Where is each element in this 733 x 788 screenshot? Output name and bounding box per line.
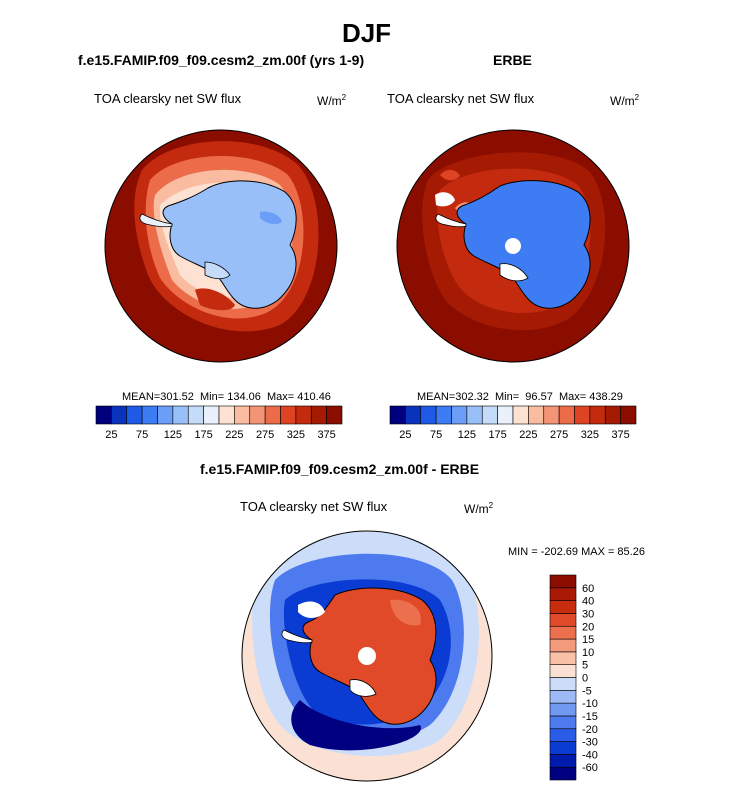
- colorbar-model: 25 75 125 175 225 275 325 375: [95, 405, 343, 441]
- colorbar-diff-swatch: [549, 702, 577, 717]
- colorbar-diff-tick-label: 5: [582, 660, 588, 672]
- colorbar-obs-swatch: [405, 405, 422, 425]
- panel-obs-title: ERBE: [493, 52, 532, 68]
- colorbar-obs-tick-label: 75: [430, 429, 442, 441]
- colorbar-obs-swatch: [574, 405, 591, 425]
- colorbar-model-swatch: [310, 405, 327, 425]
- colorbar-model-swatch: [203, 405, 220, 425]
- colorbar-obs-swatch: [528, 405, 545, 425]
- colorbar-obs-swatch: [481, 405, 498, 425]
- colorbar-model-swatch: [172, 405, 189, 425]
- colorbar-model-swatch: [295, 405, 312, 425]
- colorbar-diff-swatch: [549, 677, 577, 691]
- colorbar-obs-swatch: [497, 405, 514, 425]
- colorbar-obs-swatch: [389, 405, 406, 425]
- colorbar-model-tick-label: 375: [317, 429, 335, 441]
- colorbar-diff-swatch: [549, 754, 577, 768]
- colorbar-model-swatch: [264, 405, 281, 425]
- panel-diff-variable: TOA clearsky net SW flux: [240, 499, 388, 514]
- colorbar-diff-swatch: [549, 625, 577, 640]
- colorbar-model-tick-label: 275: [256, 429, 274, 441]
- colorbar-obs-tick-label: 175: [488, 429, 506, 441]
- colorbar-obs-tick-label: 25: [399, 429, 411, 441]
- colorbar-obs: 25 75 125 175 225 275 325 375: [389, 405, 637, 441]
- colorbar-diff-tick-label: -60: [582, 762, 598, 774]
- colorbar-obs-swatch: [435, 405, 452, 425]
- colorbar-diff-tick-label: 0: [582, 673, 588, 685]
- colorbar-diff-swatch: [549, 574, 577, 589]
- colorbar-diff-tick-label: 15: [582, 634, 594, 646]
- colorbar-model-swatch: [249, 405, 266, 425]
- colorbar-diff-swatch: [549, 613, 577, 627]
- colorbar-obs-swatch: [543, 405, 560, 425]
- colorbar-obs-swatch: [558, 405, 575, 425]
- colorbar-diff-swatch: [549, 766, 577, 781]
- colorbar-obs-tick-label: 275: [550, 429, 568, 441]
- map-model: [105, 130, 337, 362]
- colorbar-model-swatch: [218, 405, 235, 425]
- colorbar-model-swatch: [126, 405, 143, 425]
- colorbar-obs-swatch: [589, 405, 606, 425]
- colorbar-model-swatch: [280, 405, 297, 425]
- colorbar-diff-tick-label: 10: [582, 647, 594, 659]
- colorbar-diff-tick-label: -30: [582, 737, 598, 749]
- panel-diff-units: W/m2: [464, 501, 494, 516]
- colorbar-model-swatch: [234, 405, 251, 425]
- colorbar-obs-swatch: [420, 405, 437, 425]
- panel-obs-units: W/m2: [610, 93, 640, 108]
- colorbar-model-tick-label: 225: [225, 429, 243, 441]
- colorbar-model-tick-label: 75: [136, 429, 148, 441]
- colorbar-diff-swatch: [549, 728, 577, 742]
- colorbar-model-tick-label: 325: [287, 429, 305, 441]
- colorbar-obs-swatch: [620, 405, 637, 425]
- panel-model-variable: TOA clearsky net SW flux: [94, 91, 242, 106]
- colorbar-model-swatch: [111, 405, 128, 425]
- colorbar-model-tick-label: 175: [194, 429, 212, 441]
- colorbar-diff-tick-label: 20: [582, 621, 594, 633]
- colorbar-diff-swatch: [549, 600, 577, 614]
- colorbar-obs-swatch: [604, 405, 621, 425]
- colorbar-model-swatch: [326, 405, 343, 425]
- colorbar-diff-swatch: [549, 715, 577, 730]
- colorbar-diff-tick-label: -10: [582, 698, 598, 710]
- colorbar-model-tick-label: 125: [164, 429, 182, 441]
- colorbar-obs-swatch: [466, 405, 483, 425]
- colorbar-obs-tick-label: 125: [458, 429, 476, 441]
- colorbar-diff-swatch: [549, 664, 577, 678]
- colorbar-model-tick-label: 25: [105, 429, 117, 441]
- colorbar-obs-tick-label: 225: [519, 429, 537, 441]
- colorbar-diff-swatch: [549, 651, 577, 665]
- colorbar-diff-tick-label: -15: [582, 711, 598, 723]
- page-title: DJF: [341, 18, 392, 48]
- map-diff: [242, 531, 492, 781]
- panel-diff-title: f.e15.FAMIP.f09_f09.cesm2_zm.00f - ERBE: [200, 461, 480, 477]
- map-obs: [397, 130, 629, 362]
- panel-obs-variable: TOA clearsky net SW flux: [387, 91, 535, 106]
- colorbar-diff-tick-label: 40: [582, 596, 594, 608]
- colorbar-diff-tick-label: -5: [582, 685, 592, 697]
- colorbar-diff-tick-label: 30: [582, 608, 594, 620]
- colorbar-obs-tick-label: 325: [581, 429, 599, 441]
- colorbar-obs-swatch: [512, 405, 529, 425]
- colorbar-model-swatch: [141, 405, 158, 425]
- diff-minmax: MIN = -202.69 MAX = 85.26: [508, 546, 645, 558]
- stats-obs: MEAN=302.32 Min= 96.57 Max= 438.29: [417, 391, 623, 403]
- colorbar-diff-tick-label: -20: [582, 724, 598, 736]
- colorbar-diff-tick-label: 60: [582, 583, 594, 595]
- colorbar-diff-swatch: [549, 587, 577, 601]
- panel-model-units: W/m2: [317, 93, 347, 108]
- colorbar-diff-swatch: [549, 638, 577, 653]
- colorbar-obs-swatch: [451, 405, 468, 425]
- colorbar-obs-tick-label: 375: [611, 429, 629, 441]
- colorbar-diff-swatch: [549, 741, 577, 755]
- colorbar-model-swatch: [187, 405, 204, 425]
- colorbar-diff-tick-label: -40: [582, 749, 598, 761]
- panel-model-title: f.e15.FAMIP.f09_f09.cesm2_zm.00f (yrs 1-…: [78, 52, 365, 68]
- colorbar-model-swatch: [157, 405, 174, 425]
- stats-model: MEAN=301.52 Min= 134.06 Max= 410.46: [122, 391, 331, 403]
- colorbar-model-swatch: [95, 405, 112, 425]
- colorbar-diff-swatch: [549, 690, 577, 704]
